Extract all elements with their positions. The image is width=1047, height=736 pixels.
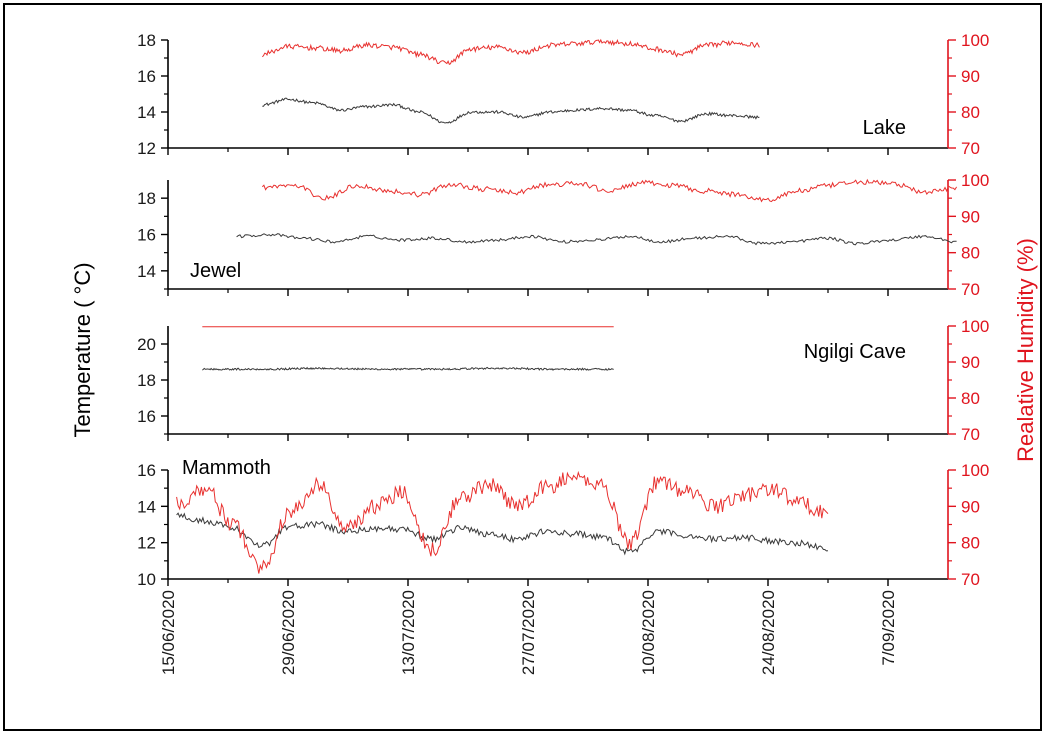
right-tick-label: 100: [961, 461, 989, 480]
right-tick-label: 70: [961, 139, 980, 158]
right-tick-label: 100: [961, 31, 989, 50]
panel-lake: 12 14 16 18 70 80 90 100 Lake: [137, 31, 989, 158]
chart-frame: [3, 3, 1042, 731]
right-tick-label: 80: [961, 103, 980, 122]
left-tick-label: 12: [137, 139, 156, 158]
left-tick-label: 18: [137, 189, 156, 208]
left-tick-label: 14: [137, 262, 156, 281]
left-tick-label: 16: [137, 67, 156, 86]
panel-mammoth: 10 12 14 16 70 80 90 100 Mammoth: [137, 457, 989, 589]
x-axis: 15/06/2020 29/06/2020 13/07/2020 27/07/2020…: [159, 590, 898, 675]
panel-label: Lake: [863, 117, 906, 139]
left-tick-label: 14: [137, 103, 156, 122]
humidity-series-line: [176, 470, 829, 574]
x-tick-label: 15/06/2020: [159, 590, 178, 675]
humidity-series-line: [261, 178, 958, 203]
temperature-series-line: [202, 366, 614, 371]
right-tick-label: 80: [961, 244, 980, 263]
left-tick-label: 20: [137, 335, 156, 354]
right-tick-label: 70: [961, 570, 980, 589]
left-tick-label: 16: [137, 407, 156, 426]
left-tick-label: 18: [137, 31, 156, 50]
left-tick-label: 12: [137, 534, 156, 553]
x-tick-label: 29/06/2020: [279, 590, 298, 675]
left-tick-label: 10: [137, 570, 156, 589]
right-tick-label: 70: [961, 280, 980, 299]
x-tick-label: 27/07/2020: [519, 590, 538, 675]
panel-label: Mammoth: [182, 457, 271, 479]
right-tick-label: 90: [961, 353, 980, 372]
right-tick-label: 90: [961, 67, 980, 86]
right-tick-label: 100: [961, 171, 989, 190]
left-tick-label: 18: [137, 371, 156, 390]
left-tick-label: 14: [137, 497, 156, 516]
panel-jewel: 14 16 18 70 80 90 100 Jewel: [137, 171, 989, 299]
x-tick-label: 10/08/2020: [639, 590, 658, 675]
panel-label: Jewel: [190, 260, 241, 282]
temperature-series-line: [262, 97, 760, 124]
temperature-series-line: [236, 233, 957, 246]
panel-ngilgi-cave: 16 18 20 70 80 90 100 Ngilgi Cave: [137, 317, 989, 444]
x-tick-label: 24/08/2020: [759, 590, 778, 675]
right-tick-label: 90: [961, 497, 980, 516]
left-tick-label: 16: [137, 226, 156, 245]
right-tick-label: 70: [961, 425, 980, 444]
left-tick-label: 16: [137, 461, 156, 480]
x-tick-label: 13/07/2020: [399, 590, 418, 675]
humidity-series-line: [261, 38, 760, 65]
temperature-series-line: [176, 512, 829, 556]
right-tick-label: 100: [961, 317, 989, 336]
right-tick-label: 80: [961, 389, 980, 408]
right-tick-label: 80: [961, 534, 980, 553]
panels-group: 12 14 16 18 70 80 90 100 Lake 14 16 18 70 80 90 100 Jewe…: [137, 31, 989, 589]
x-tick-label: 7/09/2020: [879, 590, 898, 666]
y-axis-left-title: Temperature ( °C): [70, 262, 95, 437]
y-axis-right-title: Realative Humidity (%): [1013, 238, 1038, 462]
panel-label: Ngilgi Cave: [804, 341, 906, 363]
right-tick-label: 90: [961, 207, 980, 226]
